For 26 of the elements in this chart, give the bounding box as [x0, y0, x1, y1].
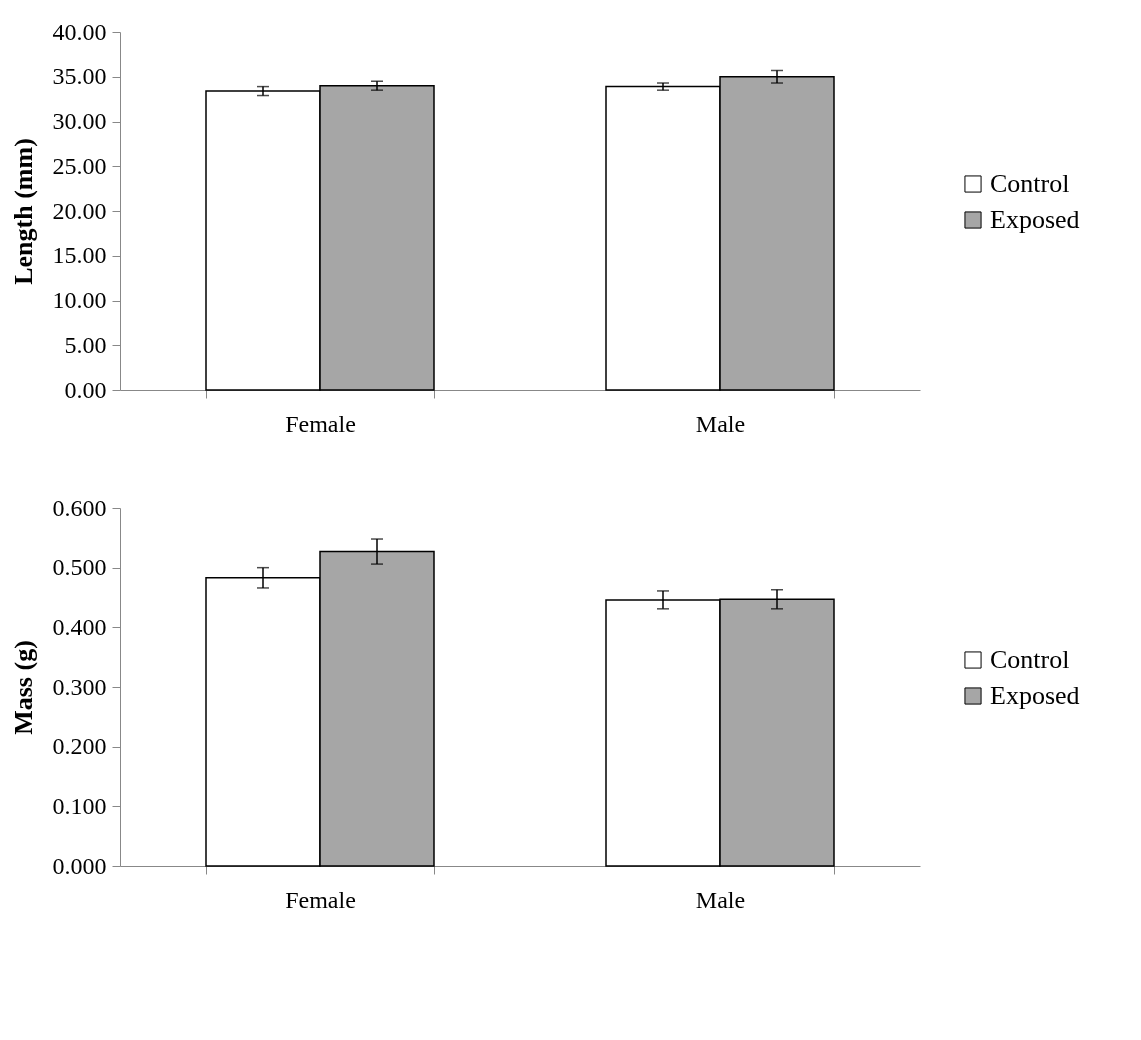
- y-tick-label: 10.00: [52, 287, 107, 313]
- legend-label: Exposed: [990, 205, 1080, 234]
- y-tick-label: 20.00: [52, 197, 107, 224]
- y-tick-label: 0.400: [52, 613, 107, 640]
- y-tick-label: 0.600: [52, 494, 107, 521]
- y-tick-label: 25.00: [52, 152, 107, 179]
- x-tick-label: Female: [285, 886, 356, 913]
- y-tick-label: 15.00: [52, 242, 107, 269]
- x-tick-label: Female: [285, 410, 356, 437]
- legend-label: Control: [990, 169, 1070, 198]
- y-tick-label: 30.00: [52, 108, 107, 134]
- y-tick-label: 40.00: [52, 18, 107, 45]
- y-tick-label: 0.500: [52, 554, 107, 581]
- legend-label: Control: [990, 645, 1070, 674]
- y-tick-label: 0.00: [64, 376, 107, 403]
- x-tick-label: Male: [695, 410, 746, 437]
- y-tick-label: 0.200: [52, 733, 107, 760]
- y-tick-label: 0.300: [52, 673, 107, 700]
- y-axis-title: Length (mm): [8, 138, 38, 285]
- y-tick-label: 0.000: [52, 852, 107, 879]
- legend-label: Exposed: [990, 681, 1080, 710]
- y-tick-label: 0.100: [52, 792, 107, 819]
- x-tick-label: Male: [695, 886, 746, 913]
- y-tick-label: 35.00: [52, 63, 107, 90]
- y-tick-label: 5.00: [64, 331, 107, 358]
- y-axis-title: Mass (g): [8, 640, 38, 735]
